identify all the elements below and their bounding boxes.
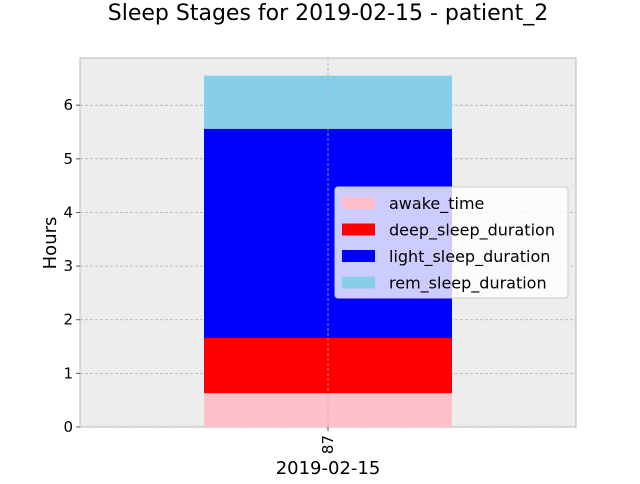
chart-title: Sleep Stages for 2019-02-15 - patient_2 <box>108 1 548 26</box>
legend-swatch-awake-time <box>342 197 375 209</box>
y-tick-label: 1 <box>63 364 73 382</box>
legend-label: light_sleep_duration <box>389 247 550 267</box>
y-tick-label: 3 <box>63 257 73 275</box>
x-axis: 87 <box>319 427 337 454</box>
x-tick-label: 87 <box>319 435 337 454</box>
legend-swatch-rem-sleep-duration <box>342 276 375 289</box>
legend-label: rem_sleep_duration <box>389 274 547 294</box>
y-tick-label: 0 <box>63 418 73 436</box>
y-tick-label: 6 <box>63 96 73 114</box>
legend: awake_time deep_sleep_duration light_sleep… <box>334 186 569 299</box>
legend-label: deep_sleep_duration <box>389 221 555 241</box>
legend-swatch-light-sleep-duration <box>342 250 375 262</box>
y-tick-label: 2 <box>63 311 73 329</box>
y-axis-label: Hours <box>40 217 61 270</box>
legend-swatch-deep-sleep-duration <box>342 223 375 236</box>
y-tick-label: 5 <box>63 150 73 168</box>
legend-box <box>334 186 569 299</box>
y-tick-label: 4 <box>63 203 73 221</box>
y-axis: 0 1 2 3 4 5 6 <box>63 96 80 436</box>
x-axis-label: 2019-02-15 <box>276 458 381 479</box>
legend-label: awake_time <box>389 194 484 214</box>
